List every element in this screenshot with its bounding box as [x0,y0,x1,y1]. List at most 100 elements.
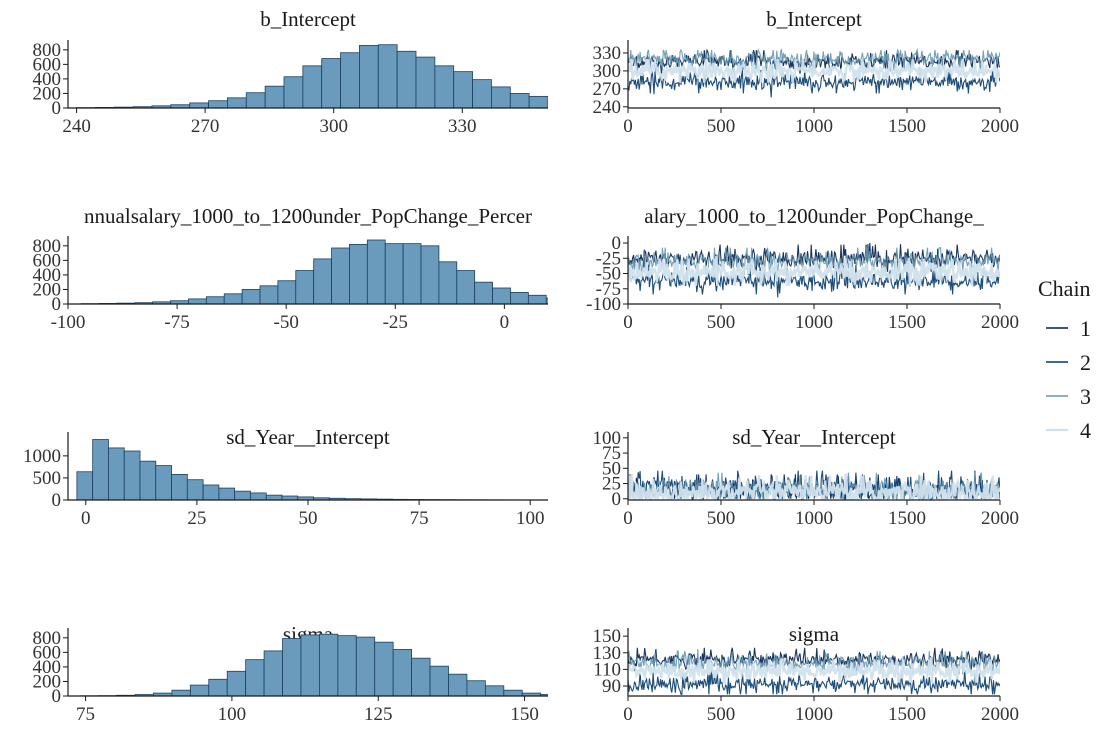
x-tick-label: 100 [218,704,247,725]
y-tick-label: 800 [33,628,62,649]
histogram-bar [374,641,394,696]
y-tick-label: 130 [593,643,622,664]
chain-2-trace [628,668,1000,695]
x-tick-label: 2000 [981,704,1019,725]
y-tick-label: 0 [612,233,622,254]
x-tick-label: -50 [274,312,299,333]
x-tick-label: 0 [623,312,633,333]
y-tick-label: 500 [33,468,62,489]
legend-label-2: 2 [1080,350,1091,375]
histogram-bar [319,633,339,696]
histogram-bar [208,678,228,696]
x-tick-label: 25 [187,508,206,529]
histogram-bar [321,58,341,108]
x-tick-label: 270 [191,116,220,137]
histogram-bar [567,103,586,108]
histogram-bar [300,634,320,696]
histogram-bar [218,487,236,500]
histogram-bar [277,280,297,304]
x-tick-label: 75 [410,508,429,529]
histogram-bar [227,97,247,108]
x-tick-label: -100 [51,312,86,333]
x-tick-label: 150 [510,704,539,725]
x-tick-label: 0 [623,704,633,725]
y-tick-label: 600 [33,642,62,663]
histogram-bar [245,659,265,696]
panel-3: nnualsalary_1000_to_1200under_PopChange_… [33,204,548,333]
legend-label-4: 4 [1080,418,1091,443]
histogram-bar [108,447,125,500]
chain-3-trace [628,247,1000,276]
plot-area [79,633,548,696]
y-tick-label: 200 [33,279,62,300]
x-tick-label: 1500 [888,312,926,333]
y-tick-label: -25 [596,248,621,269]
x-tick-label: 2000 [981,116,1019,137]
histogram-bar [484,685,505,696]
histogram-bar [259,285,279,304]
histogram-bar [331,247,350,304]
histogram-bar [264,85,285,108]
x-tick-label: 2000 [981,312,1019,333]
y-tick-label: 400 [33,69,62,90]
y-tick-label: 0 [52,98,62,119]
histogram-bar [241,289,261,304]
histogram-bar [226,670,247,696]
histogram-bar [139,460,157,500]
chain-4-trace [628,58,1000,84]
histogram-bar [202,484,220,500]
histogram-bar [540,694,548,696]
x-tick-label: 0 [623,508,633,529]
histogram-bar [528,95,548,108]
plot-area [80,239,548,304]
histogram-bar [205,296,225,304]
y-tick-label: 0 [52,294,62,315]
panel-6: sd_Year__Intercept 0 500 1000 1500 2000 025507… [593,425,1020,529]
x-tick-label: 500 [707,704,736,725]
y-tick-label: 0 [612,489,622,510]
histogram-bar [438,261,458,304]
x-tick-label: 1500 [888,508,926,529]
y-tick-label: 0 [52,490,62,511]
x-tick-label: -75 [164,312,189,333]
histogram-bar [509,93,530,108]
plot-area [76,44,586,108]
chain-4-trace [628,657,1000,684]
histogram-bar [359,45,379,108]
panel-title: b_Intercept [260,7,356,31]
histogram-bar [265,494,283,500]
histogram-bar [384,243,404,304]
histogram-bar [295,270,315,304]
panel-title: alary_1000_to_1200under_PopChange_ [644,204,984,228]
x-tick-label: 500 [707,508,736,529]
y-tick-label: 110 [593,659,621,680]
x-tick-label: 300 [319,116,348,137]
histogram-bar [189,684,210,696]
x-tick-label: 100 [516,508,545,529]
plot-area [628,647,1000,695]
y-tick-label: -100 [586,294,621,315]
histogram-bar [349,243,368,304]
histogram-bar [245,92,266,108]
y-tick-label: 270 [593,79,622,100]
histogram-bar [474,281,493,304]
histogram-bar [171,473,188,500]
x-tick-label: 240 [62,116,91,137]
histogram-bar [527,294,547,304]
legend-label-1: 1 [1080,316,1091,341]
y-tick-label: 100 [593,428,622,449]
y-tick-label: 400 [33,265,62,286]
plot-area [628,470,1000,500]
y-tick-label: 800 [33,236,62,257]
histogram-bar [456,270,476,304]
legend-label-3: 3 [1080,384,1091,409]
histogram-bar [355,636,376,696]
panel-title: sd_Year__Intercept [732,425,896,449]
y-tick-label: 0 [52,686,62,707]
x-tick-label: 2000 [981,508,1019,529]
y-tick-label: 150 [593,626,622,647]
x-tick-label: 1000 [795,704,833,725]
